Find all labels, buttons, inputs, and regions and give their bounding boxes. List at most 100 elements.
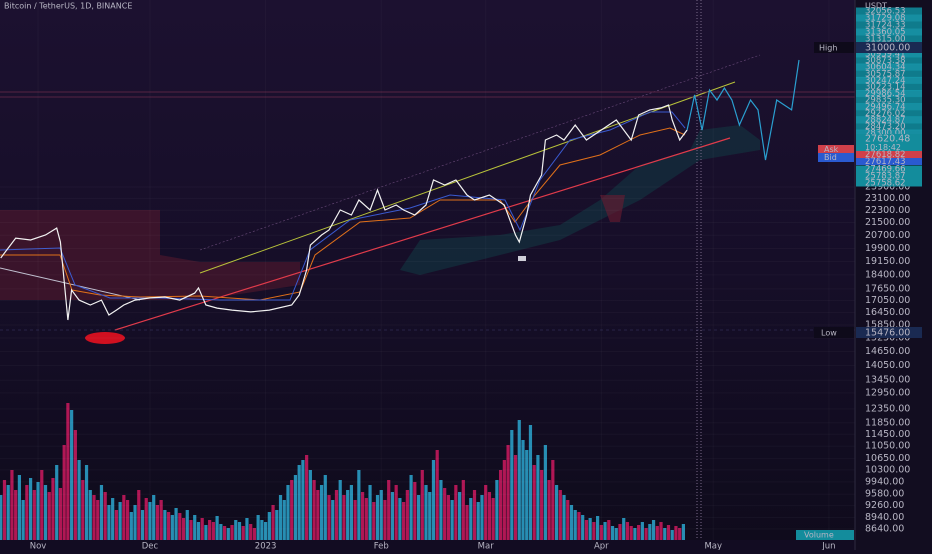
- volume-bar: [569, 505, 574, 540]
- y-tick-label: 23900.00: [865, 181, 910, 192]
- tag-box: [856, 327, 922, 338]
- volume-bar: [241, 526, 245, 540]
- last-price: 27620.48: [865, 134, 910, 145]
- x-tick-label: Nov: [30, 542, 47, 551]
- tag-box: [856, 42, 922, 53]
- countdown: 10:18:42: [865, 143, 901, 152]
- volume-bar: [331, 500, 335, 540]
- volume-bar: [599, 525, 603, 540]
- volume-bar: [21, 500, 25, 540]
- volume-bar: [413, 482, 417, 540]
- volume-bar: [547, 480, 551, 540]
- volume-bar: [81, 480, 85, 540]
- low-marker: [85, 332, 125, 344]
- volume-bar: [323, 475, 327, 540]
- tag-box: [856, 129, 922, 137]
- volume-bar: [390, 492, 395, 540]
- volume-bar: [558, 490, 562, 540]
- volume-bar: [167, 512, 171, 540]
- volume-bar: [629, 526, 633, 540]
- volume-bar: [170, 515, 174, 540]
- y-tick-label: 21500.00: [865, 217, 910, 228]
- y-tick-label: 15850.00: [865, 320, 910, 331]
- volume-bar: [10, 470, 14, 540]
- tag-box: [856, 179, 922, 187]
- volume-bar: [77, 460, 81, 540]
- y-tick-label: 11850.00: [865, 417, 910, 428]
- tag-box: [856, 28, 922, 36]
- indicator-label: 28824.87: [865, 116, 906, 126]
- volume-bar: [368, 485, 372, 540]
- volume-bar: [398, 498, 402, 540]
- price-tags: High 31000.00 Low 15476.00 27620.48 10:1…: [796, 42, 922, 540]
- channel-bottom: [114, 137, 731, 331]
- y-tick-label: 23100.00: [865, 193, 910, 204]
- volume-bar: [655, 526, 659, 540]
- volume-bar: [148, 502, 152, 540]
- volume-bar: [450, 500, 454, 540]
- volume-bar: [122, 495, 126, 540]
- volume-bar: [62, 445, 66, 540]
- indicator-label: 30575.87: [865, 69, 906, 79]
- volume-bar: [607, 520, 611, 540]
- tag-box: [856, 90, 922, 98]
- volume-bar: [387, 480, 391, 540]
- tag-box: [856, 144, 922, 151]
- indicator-label: 29496.74: [865, 102, 906, 112]
- volume-bar: [443, 488, 447, 540]
- volume-bar: [6, 485, 10, 540]
- moving-average: [0, 127, 686, 301]
- volume-bar: [125, 500, 130, 540]
- volume-bar: [66, 403, 70, 540]
- y-tick-label: 12950.00: [865, 387, 910, 398]
- volume-bar: [163, 510, 167, 540]
- y-tick-label: 19900.00: [865, 243, 910, 254]
- volume-bar: [2, 480, 7, 540]
- volume-bar: [230, 525, 234, 540]
- y-tick-label: 17650.00: [865, 283, 910, 294]
- volume-bar: [14, 490, 18, 540]
- volume-bar: [256, 515, 260, 540]
- indicator-label: 28473.20: [865, 122, 906, 132]
- volume-bar: [286, 485, 290, 540]
- tag-box: [814, 327, 854, 338]
- volume-bar: [327, 495, 331, 540]
- volume-bar: [316, 490, 320, 540]
- volume-bar: [502, 460, 506, 540]
- tag-box: [856, 83, 922, 91]
- volume-bar: [536, 455, 540, 540]
- y-tick-label: 8940.00: [865, 512, 904, 523]
- volume-bar: [644, 528, 648, 540]
- volume-bar: [152, 495, 156, 540]
- tag-box: [856, 103, 922, 111]
- x-tick-label: Mar: [478, 542, 495, 551]
- volume-bar: [129, 512, 133, 540]
- volume-bar: [439, 480, 443, 540]
- volume-bar: [43, 485, 48, 540]
- flag-icon: [518, 256, 526, 261]
- volume-bar: [499, 470, 503, 540]
- volume-bar: [204, 525, 208, 540]
- volume-bar: [383, 500, 387, 540]
- volume-bar: [457, 492, 462, 540]
- volume-bar: [405, 490, 409, 540]
- tag-box: [856, 35, 922, 43]
- y-tick-label: 20700.00: [865, 230, 910, 241]
- volume-bar: [114, 510, 118, 540]
- chart-title: Bitcoin / TetherUS, 1D, BINANCE: [4, 2, 132, 11]
- tag-box: [856, 21, 922, 29]
- volume-bar: [96, 500, 100, 540]
- volume-bar: [282, 500, 286, 540]
- y-tick-label: 17050.00: [865, 295, 910, 306]
- cloud-teal: [400, 125, 760, 275]
- volume-bar: [249, 524, 253, 540]
- volume-bar: [278, 495, 283, 540]
- volume-bar: [666, 525, 671, 540]
- volume-bar: [596, 516, 600, 540]
- tag-box: [856, 96, 922, 104]
- volume-bar: [88, 490, 92, 540]
- volume-bar: [480, 495, 484, 540]
- y-tick-label: 13450.00: [865, 375, 910, 386]
